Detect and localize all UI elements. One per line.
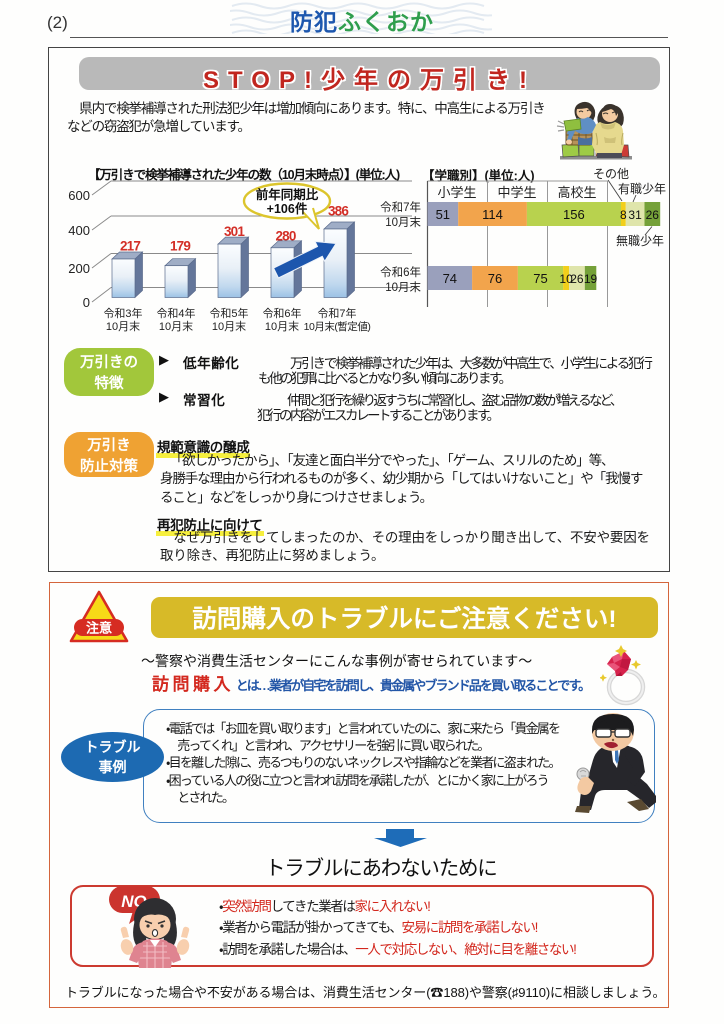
svg-text:令和6年: 令和6年 bbox=[380, 265, 421, 279]
svg-text:19: 19 bbox=[584, 272, 598, 286]
svg-text:10月末: 10月末 bbox=[106, 319, 140, 333]
svg-text:386: 386 bbox=[328, 204, 349, 219]
svg-text:156: 156 bbox=[563, 207, 585, 222]
svg-text:令和3年: 令和3年 bbox=[103, 306, 142, 320]
svg-text:8: 8 bbox=[620, 208, 627, 222]
svg-text:高校生: 高校生 bbox=[557, 185, 596, 200]
svg-text:令和6年: 令和6年 bbox=[262, 306, 301, 320]
svg-text:10月末: 10月末 bbox=[212, 319, 246, 333]
svg-text:10月末: 10月末 bbox=[385, 215, 421, 229]
svg-text:26: 26 bbox=[570, 272, 584, 286]
svg-text:小学生: 小学生 bbox=[437, 185, 476, 200]
svg-text:0: 0 bbox=[83, 295, 90, 310]
svg-text:114: 114 bbox=[482, 207, 503, 222]
svg-text:31: 31 bbox=[628, 208, 642, 222]
svg-text:注意: 注意 bbox=[86, 621, 112, 636]
svg-text:76: 76 bbox=[488, 271, 502, 286]
svg-text:中学生: 中学生 bbox=[497, 185, 536, 200]
svg-text:51: 51 bbox=[436, 207, 450, 222]
svg-text:200: 200 bbox=[68, 261, 90, 276]
svg-text:179: 179 bbox=[170, 239, 190, 254]
svg-text:令和5年: 令和5年 bbox=[209, 306, 248, 320]
svg-text:10月末: 10月末 bbox=[385, 280, 421, 294]
svg-text:令和7年: 令和7年 bbox=[317, 306, 356, 320]
svg-text:75: 75 bbox=[533, 271, 547, 286]
svg-text:無職少年: 無職少年 bbox=[616, 233, 664, 248]
svg-text:26: 26 bbox=[646, 208, 660, 222]
svg-text:74: 74 bbox=[443, 271, 457, 286]
svg-text:10月末: 10月末 bbox=[159, 319, 193, 333]
svg-text:10: 10 bbox=[559, 272, 573, 286]
svg-text:301: 301 bbox=[224, 224, 245, 239]
svg-text:前年同期比: 前年同期比 bbox=[256, 187, 319, 202]
svg-text:400: 400 bbox=[68, 223, 90, 238]
svg-text:10月末: 10月末 bbox=[265, 319, 299, 333]
svg-text:+106件: +106件 bbox=[267, 201, 308, 216]
svg-text:令和4年: 令和4年 bbox=[156, 306, 195, 320]
svg-text:令和7年: 令和7年 bbox=[380, 200, 421, 214]
svg-text:有職少年: 有職少年 bbox=[618, 182, 666, 196]
svg-text:その他: その他 bbox=[593, 167, 629, 181]
svg-text:280: 280 bbox=[275, 229, 295, 244]
svg-text:217: 217 bbox=[120, 239, 140, 254]
svg-text:600: 600 bbox=[68, 188, 90, 203]
svg-text:10月末(暫定値): 10月末(暫定値) bbox=[304, 320, 371, 333]
